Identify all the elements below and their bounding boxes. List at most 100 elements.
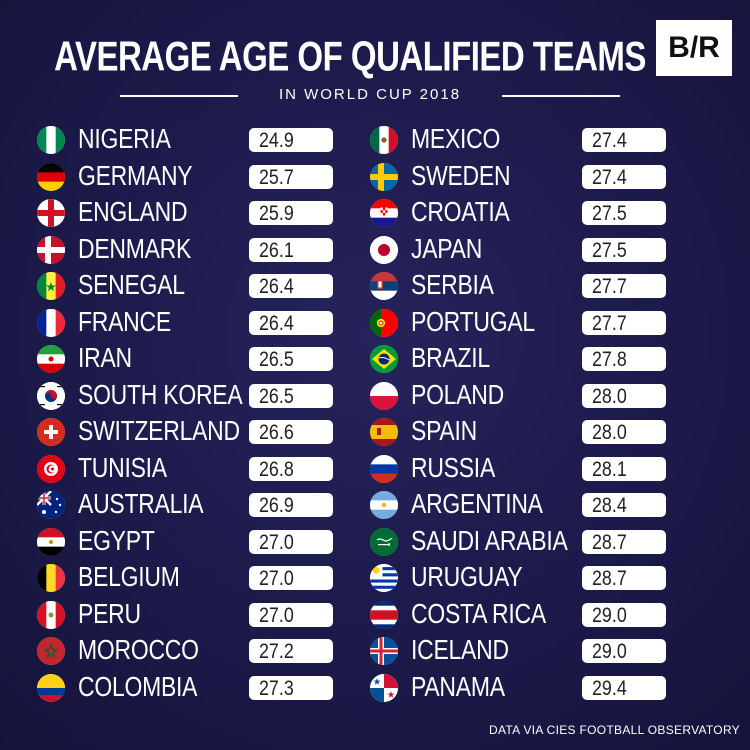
team-row: EGYPT 27.0 [37, 524, 367, 561]
russia-flag-icon [370, 454, 398, 483]
uruguay-flag-icon [370, 564, 398, 592]
age-pill: 28.7 [582, 566, 666, 590]
average-age-value: 26.6 [259, 421, 294, 444]
team-name: COLOMBIA [78, 670, 198, 702]
age-pill: 28.0 [582, 420, 666, 444]
team-row: SWEDEN 27.4 [370, 159, 700, 196]
age-pill: 25.9 [249, 201, 333, 225]
team-row: RUSSIA 28.1 [370, 451, 700, 488]
average-age-value: 29.4 [592, 676, 627, 700]
team-name: SERBIA [411, 269, 494, 300]
age-pill: 25.7 [249, 164, 333, 189]
age-pill: 28.0 [582, 383, 666, 408]
team-name: COSTA RICA [411, 597, 546, 629]
average-age-value: 27.5 [592, 202, 627, 225]
team-name: POLAND [411, 378, 504, 410]
team-name: SENEGAL [78, 269, 185, 300]
peru-flag-icon [37, 600, 65, 629]
team-row: SWITZERLAND 26.6 [37, 414, 367, 451]
spain-flag-icon [370, 418, 398, 446]
team-row: DENMARK 26.1 [37, 232, 367, 269]
average-age-value: 27.0 [259, 603, 294, 627]
team-name: DENMARK [78, 232, 192, 264]
age-pill: 29.4 [582, 675, 666, 700]
age-pill: 29.0 [582, 639, 666, 663]
senegal-flag-icon [37, 272, 65, 300]
average-age-value: 28.7 [592, 567, 627, 590]
argentina-flag-icon [370, 491, 398, 519]
subtitle-rule-right [502, 95, 620, 97]
team-row: BELGIUM 27.0 [37, 560, 367, 597]
average-age-value: 25.9 [259, 202, 294, 225]
saudi-arabia-flag-icon [370, 527, 398, 556]
team-name: ENGLAND [78, 196, 188, 227]
team-name: IRAN [78, 342, 132, 373]
average-age-value: 27.8 [592, 348, 627, 371]
tunisia-flag-icon [37, 454, 65, 483]
average-age-value: 28.1 [592, 457, 627, 481]
age-pill: 26.9 [249, 493, 333, 517]
age-pill: 28.4 [582, 493, 666, 517]
team-name: SPAIN [411, 415, 477, 446]
france-flag-icon [37, 308, 65, 337]
team-name: MOROCCO [78, 634, 199, 665]
chart-title: AVERAGE AGE OF QUALIFIED TEAMS [54, 33, 646, 80]
age-pill: 26.6 [249, 420, 333, 444]
team-row: PERU 27.0 [37, 597, 367, 634]
brazil-flag-icon [370, 345, 398, 373]
age-pill: 27.5 [582, 201, 666, 225]
age-pill: 27.7 [582, 310, 666, 335]
mexico-flag-icon [370, 126, 398, 154]
team-row: AUSTRALIA 26.9 [37, 487, 367, 524]
team-row: ARGENTINA 28.4 [370, 487, 700, 524]
age-pill: 27.0 [249, 602, 333, 627]
team-row: MEXICO 27.4 [370, 122, 700, 159]
age-pill: 27.2 [249, 639, 333, 663]
age-pill: 26.5 [249, 347, 333, 371]
age-pill: 29.0 [582, 602, 666, 627]
costa-rica-flag-icon [370, 600, 398, 629]
team-row: COLOMBIA 27.3 [37, 670, 367, 707]
team-name: MEXICO [411, 123, 501, 154]
team-name: FRANCE [78, 305, 171, 337]
team-name: URUGUAY [411, 561, 523, 592]
age-pill: 26.5 [249, 383, 333, 408]
average-age-value: 28.4 [592, 494, 627, 517]
switzerland-flag-icon [37, 418, 65, 446]
team-name: CROATIA [411, 196, 510, 227]
average-age-value: 26.1 [259, 238, 294, 262]
team-column-left: NIGERIA 24.9 GERMANY 25.7 ENGLAND 25.9 DENMARK… [37, 122, 367, 706]
team-row: COSTA RICA 29.0 [370, 597, 700, 634]
denmark-flag-icon [37, 235, 65, 264]
team-row: IRAN 26.5 [37, 341, 367, 378]
team-name: EGYPT [78, 524, 155, 556]
team-name: RUSSIA [411, 451, 496, 483]
sweden-flag-icon [370, 162, 398, 191]
age-pill: 27.5 [582, 237, 666, 262]
poland-flag-icon [370, 381, 398, 410]
team-name: TUNISIA [78, 451, 167, 483]
team-name: SOUTH KOREA [78, 378, 243, 410]
team-name: AUSTRALIA [78, 488, 204, 519]
average-age-value: 27.7 [592, 311, 627, 335]
average-age-value: 24.9 [259, 129, 294, 152]
age-pill: 26.4 [249, 310, 333, 335]
team-row: PANAMA 29.4 [370, 670, 700, 707]
england-flag-icon [37, 199, 65, 227]
average-age-value: 27.0 [259, 530, 294, 554]
team-row: MOROCCO 27.2 [37, 633, 367, 670]
team-name: SAUDI ARABIA [411, 524, 568, 556]
team-row: POLAND 28.0 [370, 378, 700, 415]
team-row: NIGERIA 24.9 [37, 122, 367, 159]
portugal-flag-icon [370, 308, 398, 337]
team-name: PERU [78, 597, 141, 629]
age-pill: 27.0 [249, 566, 333, 590]
average-age-value: 27.3 [259, 676, 294, 700]
iceland-flag-icon [370, 637, 398, 665]
data-source-note: DATA VIA CIES FOOTBALL OBSERVATORY [489, 723, 740, 737]
average-age-value: 29.0 [592, 603, 627, 627]
team-name: ICELAND [411, 634, 509, 665]
age-pill: 24.9 [249, 128, 333, 152]
age-pill: 26.4 [249, 274, 333, 298]
team-row: GERMANY 25.7 [37, 159, 367, 196]
